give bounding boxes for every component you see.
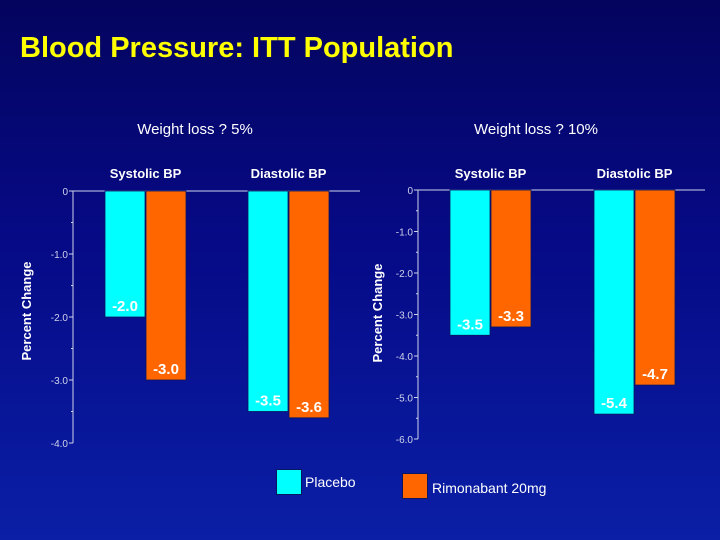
category-label-1-1: Diastolic BP xyxy=(251,166,327,181)
y-tick-label-1-4: -4.0 xyxy=(51,439,69,450)
data-label-1-1-1: -3.6 xyxy=(296,399,322,416)
bar-2-0-0 xyxy=(449,189,491,336)
bar-2-1-0 xyxy=(593,189,635,415)
legend-label-placebo: Placebo xyxy=(305,474,356,490)
y-axis-label-2: Percent Change xyxy=(370,264,385,363)
y-axis-label-1: Percent Change xyxy=(19,262,34,361)
bar-1-1-0 xyxy=(247,190,289,412)
data-label-2-0-1: -3.3 xyxy=(498,308,524,325)
legend-swatch-placebo xyxy=(276,469,302,495)
bar-1-0-1 xyxy=(145,190,187,381)
y-tick-label-2-1: -1.0 xyxy=(396,228,414,239)
data-label-2-0-0: -3.5 xyxy=(457,316,483,333)
y-tick-label-2-0: 0 xyxy=(407,186,413,197)
category-label-2-0: Systolic BP xyxy=(455,166,527,181)
data-label-2-1-0: -5.4 xyxy=(601,395,628,412)
y-tick-label-2-5: -5.0 xyxy=(396,394,414,405)
category-label-2-1: Diastolic BP xyxy=(597,166,673,181)
y-tick-label-1-1: -1.0 xyxy=(51,250,69,261)
data-label-1-1-0: -3.5 xyxy=(255,393,281,410)
chart-title-2: Weight loss ? 10% xyxy=(474,121,598,138)
bar-2-1-1 xyxy=(634,189,676,386)
y-tick-label-1-0: 0 xyxy=(62,187,68,198)
y-tick-label-2-2: -2.0 xyxy=(396,269,414,280)
bar-1-0-0 xyxy=(104,190,146,318)
y-tick-label-2-6: -6.0 xyxy=(396,435,414,446)
y-tick-label-1-3: -3.0 xyxy=(51,376,69,387)
data-label-1-0-1: -3.0 xyxy=(153,361,179,378)
slide-title: Blood Pressure: ITT Population xyxy=(20,32,454,64)
y-tick-label-2-3: -3.0 xyxy=(396,311,414,322)
category-label-1-0: Systolic BP xyxy=(110,166,182,181)
bar-1-1-1 xyxy=(288,190,330,419)
y-tick-label-2-4: -4.0 xyxy=(396,352,414,363)
legend-swatch-rimonabant xyxy=(402,473,428,499)
data-label-1-0-0: -2.0 xyxy=(112,298,138,315)
data-label-2-1-1: -4.7 xyxy=(642,366,668,383)
bar-2-0-1 xyxy=(490,189,532,328)
y-tick-label-1-2: -2.0 xyxy=(51,313,69,324)
legend-label-rimonabant: Rimonabant 20mg xyxy=(432,480,547,496)
chart-title-1: Weight loss ? 5% xyxy=(137,121,253,138)
